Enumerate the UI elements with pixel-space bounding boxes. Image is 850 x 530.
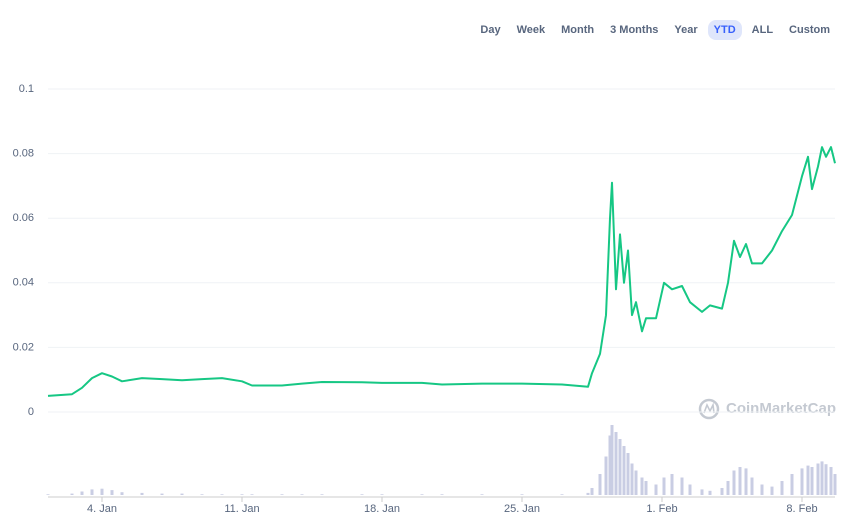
- volume-bar: [732, 470, 736, 495]
- volume-bar: [622, 446, 626, 495]
- volume-bar: [790, 474, 794, 495]
- volume-bar: [700, 489, 704, 495]
- watermark: CoinMarketCap: [698, 398, 836, 420]
- volume-bar: [634, 470, 638, 495]
- volume-bar: [614, 432, 618, 495]
- x-tick-label: 25. Jan: [504, 503, 540, 515]
- volume-bar: [816, 463, 820, 495]
- x-tick-label: 8. Feb: [786, 503, 817, 515]
- volume-bar: [380, 494, 384, 495]
- volume-bar: [140, 492, 144, 495]
- volume-bar: [829, 467, 833, 495]
- volume-bar: [630, 463, 634, 495]
- x-tick-label: 1. Feb: [646, 503, 677, 515]
- volume-bar: [618, 439, 622, 495]
- y-tick-label: 0.1: [19, 83, 34, 95]
- range-button[interactable]: YTD: [707, 20, 742, 40]
- x-tick-label: 11. Jan: [224, 503, 259, 515]
- volume-bar: [420, 494, 424, 495]
- volume-bar: [800, 468, 804, 495]
- volume-bar: [110, 490, 114, 495]
- volume-bar: [760, 484, 764, 495]
- volume-bar: [280, 494, 284, 495]
- volume-bar: [80, 491, 84, 495]
- range-button[interactable]: Custom: [789, 24, 830, 36]
- volume-bar: [160, 493, 164, 495]
- y-tick-label: 0.02: [13, 341, 34, 353]
- range-button[interactable]: ALL: [751, 24, 774, 36]
- volume-bar: [750, 477, 754, 495]
- x-tick-label: 4. Jan: [87, 503, 117, 515]
- price-line: [47, 146, 836, 397]
- volume-bar: [770, 486, 774, 495]
- volume-bar: [100, 488, 104, 495]
- volume-bar: [820, 461, 824, 495]
- volume-bar: [598, 474, 602, 495]
- volume-bar: [670, 474, 674, 495]
- range-button[interactable]: Year: [674, 24, 698, 36]
- volume-bar: [70, 493, 74, 495]
- volume-bar: [250, 494, 254, 495]
- volume-bar: [320, 494, 324, 495]
- volume-bar: [833, 474, 837, 495]
- volume-bar: [220, 494, 224, 495]
- volume-bar: [824, 464, 828, 495]
- y-tick-label: 0.06: [13, 212, 34, 224]
- volume-bar: [744, 468, 748, 495]
- volume-bar: [610, 425, 614, 495]
- volume-bar: [440, 494, 444, 495]
- y-tick-label: 0: [28, 406, 34, 418]
- volume-bar: [560, 494, 564, 495]
- volume-bar: [608, 435, 612, 495]
- volume-bar: [680, 477, 684, 495]
- volume-bar: [480, 494, 484, 495]
- y-tick-label: 0.04: [13, 277, 34, 289]
- volume-bar: [300, 494, 304, 495]
- volume-bar: [200, 494, 204, 495]
- volume-bar: [726, 481, 730, 495]
- grid: [48, 88, 835, 413]
- volume-bar: [180, 493, 184, 495]
- volume-bar: [240, 494, 244, 495]
- volume-bar: [46, 494, 50, 495]
- volume-bar: [644, 481, 648, 495]
- volume-bar: [708, 490, 712, 495]
- volume-bar: [604, 456, 608, 495]
- volume-bar: [688, 484, 692, 495]
- volume-bar: [738, 467, 742, 495]
- watermark-text: CoinMarketCap: [726, 400, 836, 417]
- range-button[interactable]: Month: [561, 24, 595, 36]
- volume-bar: [806, 465, 810, 495]
- x-tick-label: 18. Jan: [364, 503, 400, 515]
- volume-bar: [662, 477, 666, 495]
- volume-bar: [120, 492, 124, 495]
- volume-bar: [654, 484, 658, 495]
- volume-bar: [626, 453, 630, 495]
- volume-bar: [720, 488, 724, 495]
- range-button[interactable]: Week: [516, 24, 546, 36]
- volume-bar: [586, 492, 590, 495]
- volume-bar: [810, 467, 814, 495]
- volume-bar: [360, 494, 364, 495]
- volume-bar: [590, 488, 594, 495]
- volume-bar: [520, 494, 524, 495]
- volume-bar: [780, 481, 784, 495]
- volume-bar: [640, 477, 644, 495]
- range-button[interactable]: 3 Months: [610, 24, 659, 36]
- range-button[interactable]: Day: [480, 24, 501, 36]
- volume-bar: [90, 489, 94, 495]
- y-tick-label: 0.08: [13, 148, 34, 160]
- range-buttons: Day Week Month 3 Months Year YTD ALL Custom: [474, 20, 836, 40]
